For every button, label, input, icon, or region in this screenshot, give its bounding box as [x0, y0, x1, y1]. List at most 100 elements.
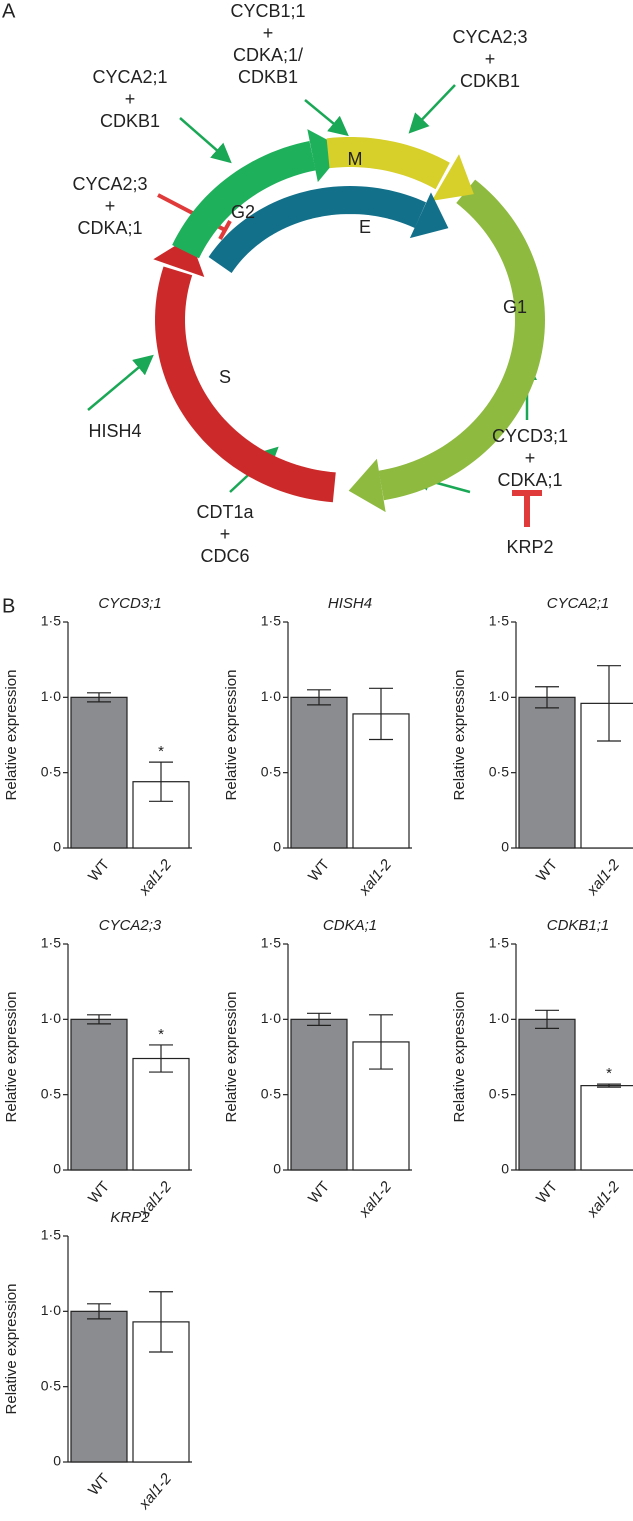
- regulator-label: CDKA;1: [77, 218, 142, 238]
- cycle-arc: [172, 141, 316, 259]
- regulator-label: CYCD3;1: [492, 426, 568, 446]
- chart-title: CDKA;1: [323, 917, 377, 934]
- bar-chart: HISH4 Relative expression 0 0·5 1·0 1·5 WT xal1…: [223, 595, 412, 899]
- x-tick-label: WT: [533, 1178, 561, 1207]
- y-axis-label: Relative expression: [223, 670, 240, 801]
- regulator-label: CYCA2;1: [92, 67, 167, 87]
- cycle-arrowhead: [348, 458, 386, 513]
- bar: [580, 702, 633, 849]
- y-axis-label: Relative expression: [451, 992, 468, 1123]
- error-bar: [535, 1009, 559, 1029]
- y-tick-label: 0: [53, 839, 61, 855]
- regulator-label: KRP2: [506, 537, 553, 557]
- regulator-label: HISH4: [88, 421, 141, 441]
- panel-label: A: [2, 0, 16, 22]
- y-tick-label: 1·5: [41, 1227, 61, 1243]
- error-bar: [149, 761, 173, 802]
- regulator-label: +: [485, 49, 496, 69]
- y-axis-label: Relative expression: [3, 670, 20, 801]
- y-tick-label: 1·0: [489, 688, 509, 704]
- x-tick-label: WT: [85, 1178, 113, 1207]
- panel-label: B: [2, 595, 15, 617]
- error-bar: [87, 1014, 111, 1025]
- bar: [290, 1018, 348, 1171]
- regulator-label: +: [125, 89, 136, 109]
- regulator-label: CDKA;1/: [233, 45, 303, 65]
- arrow: [408, 84, 456, 134]
- bar-chart: CDKA;1 Relative expression 0 0·5 1·0 1·5 WT xal…: [223, 917, 412, 1221]
- y-tick-label: 0: [501, 1161, 509, 1177]
- cycle-arrowhead: [431, 154, 474, 201]
- bar: [70, 696, 128, 849]
- y-tick-label: 1·0: [41, 1010, 61, 1026]
- arrow: [304, 99, 349, 137]
- bar: [70, 1018, 128, 1171]
- regulator-label: +: [220, 524, 231, 544]
- inhibit-bar: [218, 220, 232, 240]
- x-tick-label: WT: [533, 856, 561, 885]
- x-tick-label: WT: [85, 1470, 113, 1499]
- y-tick-label: 1·0: [261, 1010, 281, 1026]
- bar-chart: KRP2 Relative expression 0 0·5 1·0 1·5 WT xal1-…: [3, 1209, 192, 1513]
- error-bar: [149, 1291, 173, 1353]
- y-tick-label: 0: [53, 1453, 61, 1469]
- regulator-label: CDKB1: [460, 71, 520, 91]
- cycle-arc: [378, 179, 546, 501]
- y-axis-label: Relative expression: [223, 992, 240, 1123]
- arrow: [87, 354, 154, 411]
- regulator-label: CDC6: [200, 546, 249, 566]
- bar-chart: CYCD3;1 Relative expression 0 0·5 1·0 1·5 WT * x…: [3, 595, 192, 899]
- regulator-label: CYCA2;3: [72, 174, 147, 194]
- y-tick-label: 1·0: [41, 688, 61, 704]
- regulator-label: CYCB1;1: [230, 1, 305, 21]
- cycle-arc: [326, 137, 450, 190]
- chart-title: KRP2: [110, 1209, 150, 1226]
- y-tick-label: 0·5: [489, 1085, 509, 1101]
- significance-mark: *: [158, 1026, 164, 1043]
- phase-label: S: [219, 367, 231, 387]
- x-tick-label: WT: [305, 856, 333, 885]
- y-tick-label: 1·0: [489, 1010, 509, 1026]
- y-tick-label: 1·5: [489, 935, 509, 951]
- y-tick-label: 1·5: [489, 613, 509, 629]
- bar: [132, 1057, 190, 1171]
- y-tick-label: 0·5: [41, 1085, 61, 1101]
- regulator-label: CDKB1: [238, 67, 298, 87]
- error-bar: [369, 1014, 393, 1070]
- y-tick-label: 0·5: [41, 1377, 61, 1393]
- significance-mark: *: [158, 743, 164, 760]
- error-bar: [597, 665, 621, 742]
- x-tick-label: xal1-2: [583, 1178, 623, 1221]
- x-tick-label: WT: [305, 1178, 333, 1207]
- phase-label: G2: [231, 202, 255, 222]
- x-tick-label: xal1-2: [583, 856, 623, 899]
- y-tick-label: 0: [53, 1161, 61, 1177]
- bar: [290, 696, 348, 849]
- y-tick-label: 1·5: [41, 935, 61, 951]
- error-bar: [87, 692, 111, 703]
- x-tick-label: xal1-2: [355, 856, 395, 899]
- y-tick-label: 1·5: [261, 613, 281, 629]
- y-tick-label: 0·5: [489, 763, 509, 779]
- bar: [580, 1085, 633, 1171]
- bar-chart: CYCA2;1 Relative expression 0 0·5 1·0 1·5 WT xa…: [451, 595, 633, 899]
- y-tick-label: 0·5: [261, 1085, 281, 1101]
- y-tick-label: 0: [273, 839, 281, 855]
- chart-title: HISH4: [328, 595, 372, 612]
- y-axis-label: Relative expression: [3, 992, 20, 1123]
- chart-title: CYCD3;1: [98, 595, 161, 612]
- cycle-arc: [208, 185, 427, 273]
- error-bar: [307, 689, 331, 706]
- y-tick-label: 1·5: [41, 613, 61, 629]
- error-bar: [87, 1303, 111, 1320]
- bar: [518, 1018, 576, 1171]
- regulator-label: CDKA;1: [497, 470, 562, 490]
- error-bar: [369, 687, 393, 741]
- regulator-label: CDT1a: [196, 502, 254, 522]
- bar: [518, 696, 576, 849]
- y-tick-label: 0: [501, 839, 509, 855]
- error-bar: [307, 1012, 331, 1026]
